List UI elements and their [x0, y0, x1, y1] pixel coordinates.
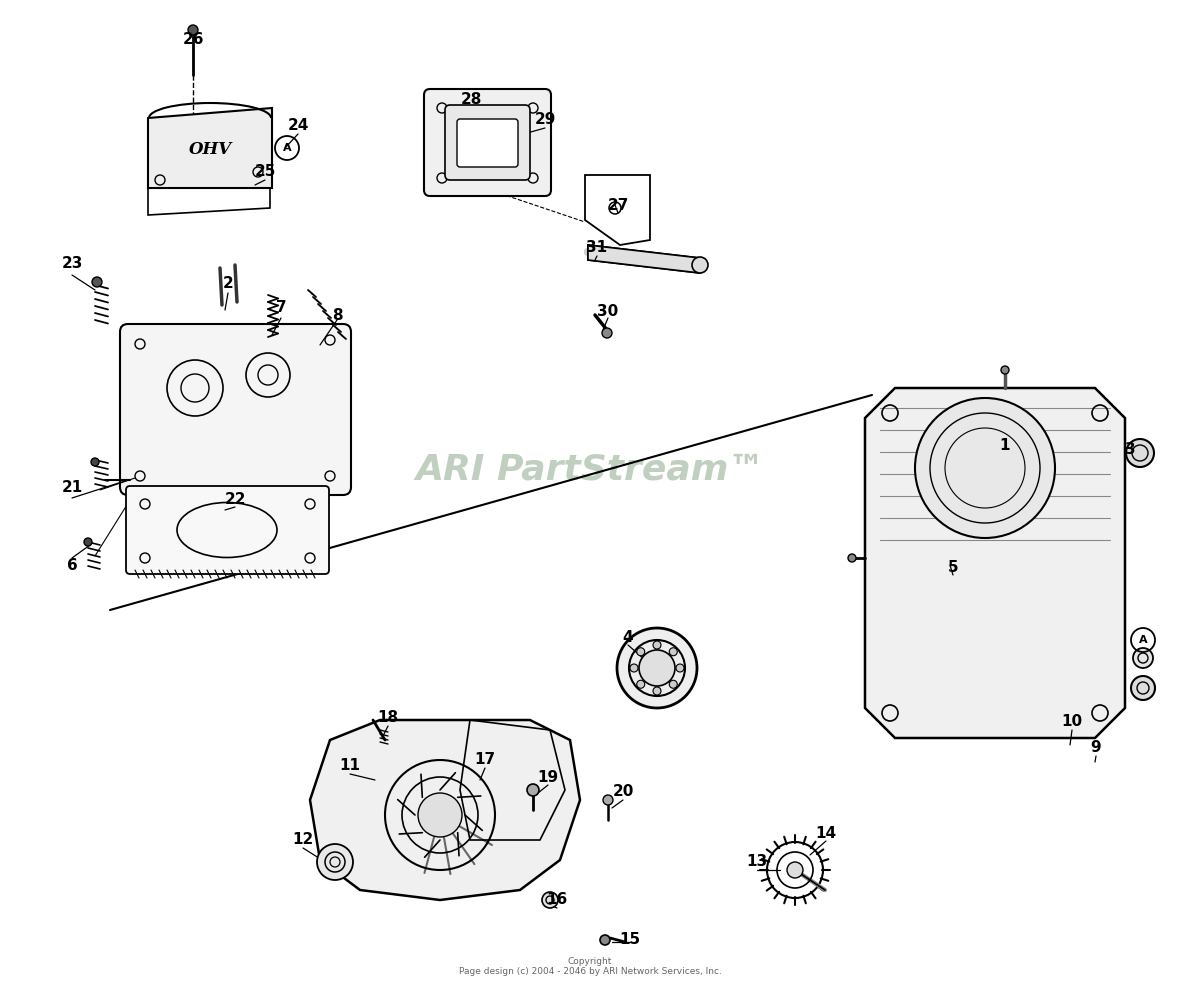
FancyBboxPatch shape	[126, 486, 329, 574]
Text: 4: 4	[623, 631, 634, 646]
Text: 5: 5	[948, 559, 958, 574]
Text: 18: 18	[378, 710, 399, 725]
Text: 23: 23	[61, 256, 83, 271]
Polygon shape	[148, 108, 273, 188]
Text: 29: 29	[535, 112, 556, 128]
Circle shape	[640, 650, 675, 686]
Text: 14: 14	[815, 825, 837, 840]
Circle shape	[669, 648, 677, 656]
Text: 20: 20	[612, 785, 634, 800]
Text: 10: 10	[1062, 714, 1082, 729]
Circle shape	[317, 844, 353, 880]
Text: 25: 25	[255, 165, 276, 180]
Text: 1: 1	[999, 437, 1010, 452]
Circle shape	[787, 862, 804, 878]
Text: 19: 19	[537, 770, 558, 785]
Circle shape	[1133, 648, 1153, 668]
Text: 24: 24	[287, 118, 309, 134]
Text: Page design (c) 2004 - 2046 by ARI Network Services, Inc.: Page design (c) 2004 - 2046 by ARI Netwo…	[459, 967, 721, 976]
Text: 7: 7	[276, 300, 287, 314]
Text: 15: 15	[620, 932, 641, 947]
Text: Copyright: Copyright	[568, 957, 612, 966]
Circle shape	[527, 784, 539, 796]
Circle shape	[676, 664, 684, 672]
Circle shape	[669, 681, 677, 688]
Circle shape	[84, 538, 92, 546]
Text: 13: 13	[747, 854, 767, 870]
Circle shape	[602, 328, 612, 338]
Text: 21: 21	[61, 479, 83, 494]
Circle shape	[1001, 366, 1009, 374]
Text: 28: 28	[460, 92, 481, 107]
Circle shape	[630, 664, 638, 672]
Circle shape	[848, 554, 856, 562]
Polygon shape	[310, 720, 581, 900]
Text: 11: 11	[340, 759, 361, 774]
Circle shape	[603, 795, 612, 805]
Text: A: A	[1139, 635, 1147, 645]
Text: 22: 22	[224, 491, 245, 507]
Circle shape	[92, 277, 101, 287]
Circle shape	[914, 398, 1055, 538]
Text: 30: 30	[597, 305, 618, 319]
Text: 26: 26	[182, 33, 204, 48]
Text: 27: 27	[608, 197, 629, 212]
Circle shape	[1126, 439, 1154, 467]
Text: A: A	[283, 143, 291, 153]
Circle shape	[617, 628, 697, 708]
Polygon shape	[865, 388, 1125, 738]
Circle shape	[637, 648, 644, 656]
Circle shape	[542, 892, 558, 908]
Circle shape	[691, 257, 708, 273]
FancyBboxPatch shape	[120, 324, 350, 495]
Text: OHV: OHV	[189, 142, 231, 159]
Polygon shape	[588, 245, 700, 273]
Text: 8: 8	[332, 308, 342, 322]
Text: 6: 6	[66, 558, 78, 573]
Circle shape	[653, 641, 661, 649]
Text: 3: 3	[1125, 442, 1135, 457]
Text: 2: 2	[223, 276, 234, 291]
FancyBboxPatch shape	[457, 119, 518, 167]
Circle shape	[637, 681, 644, 688]
Circle shape	[418, 793, 463, 837]
Text: 16: 16	[546, 893, 568, 908]
Text: ARI PartStream™: ARI PartStream™	[415, 453, 765, 487]
FancyBboxPatch shape	[424, 89, 551, 196]
Circle shape	[599, 935, 610, 945]
Text: 9: 9	[1090, 740, 1101, 756]
Circle shape	[653, 687, 661, 695]
Circle shape	[1130, 676, 1155, 700]
FancyBboxPatch shape	[445, 105, 530, 180]
Text: 31: 31	[586, 240, 608, 256]
Text: 17: 17	[474, 753, 496, 768]
Circle shape	[91, 458, 99, 466]
Text: 12: 12	[293, 832, 314, 847]
Circle shape	[188, 25, 198, 35]
